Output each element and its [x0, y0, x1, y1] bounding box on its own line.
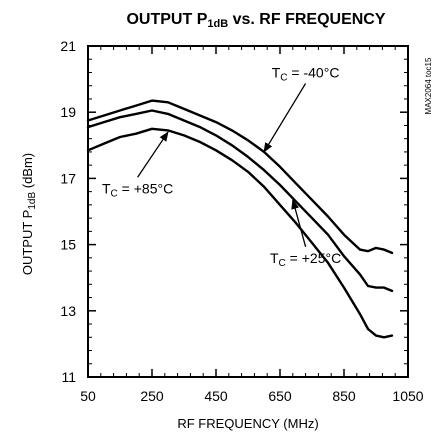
y-axis-label-suffix: (dBm): [20, 153, 35, 192]
x-axis-label: RF FREQUENCY (MHz): [177, 416, 318, 431]
x-tick-label: 250: [140, 388, 164, 404]
chart-title-suffix: vs. RF FREQUENCY: [228, 11, 386, 28]
series-line-tc-plus85-c: [86, 127, 394, 339]
chart-title: OUTPUT P1dB vs. RF FREQUENCY: [126, 11, 385, 30]
series-label-tc-plus85-c: TC = +85°C: [102, 180, 173, 199]
y-axis-label-prefix: OUTPUT P: [20, 210, 35, 276]
ticks: 50 250 450 650 850 1050 11 13 15 17 19 21: [60, 38, 423, 404]
y-axis-label-sub: 1dB: [27, 192, 38, 210]
x-tick-label: 850: [332, 388, 356, 404]
annotation-arrow: [137, 131, 169, 178]
series-line-tc-40-c: [86, 99, 394, 255]
y-tick-label: 17: [60, 170, 76, 186]
y-tick-label: 11: [61, 369, 76, 385]
y-tick-label: 19: [60, 104, 76, 120]
annotation-arrow: [291, 198, 307, 247]
series-label-tc-40-c: TC = -40°C: [272, 64, 340, 83]
y-tick-label: 13: [60, 303, 76, 319]
annotation-arrow: [263, 83, 307, 153]
y-tick-label: 15: [60, 237, 76, 253]
series-line-tc-plus25-c: [86, 109, 394, 293]
annotations: TC = -40°C TC = +25°C TC = +85°C: [102, 64, 341, 268]
chart-title-prefix: OUTPUT P: [126, 11, 207, 28]
side-note: MAX2064 toc15: [424, 57, 433, 114]
x-tick-label: 450: [204, 388, 228, 404]
y-tick-label: 21: [60, 38, 76, 54]
chart-title-sub: 1dB: [207, 18, 228, 30]
x-tick-label: 1050: [392, 388, 423, 404]
y-axis-label: OUTPUT P1dB (dBm): [20, 153, 38, 275]
x-tick-label: 650: [268, 388, 292, 404]
series-label-tc-plus25-c: TC = +25°C: [270, 250, 341, 269]
series-lines: [86, 99, 394, 339]
plot-frame: [87, 45, 409, 378]
x-tick-label: 50: [80, 388, 96, 404]
